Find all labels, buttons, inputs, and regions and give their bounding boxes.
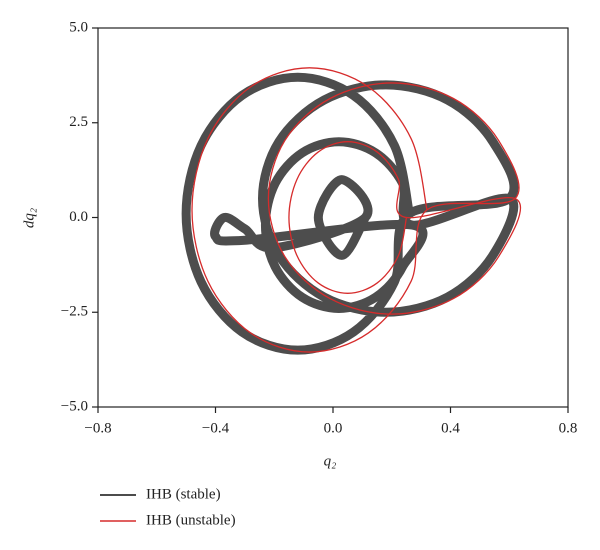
y-tick-label: 5.0 [69,19,88,35]
legend-label: IHB (stable) [146,486,221,502]
series-line [191,67,522,353]
x-tick-label: −0.4 [202,420,230,436]
y-tick-label: −2.5 [61,304,88,320]
y-tick-label: −5.0 [61,398,88,414]
x-tick-label: 0.4 [441,420,460,436]
legend-label: IHB (unstable) [146,512,236,528]
y-tick-label: 0.0 [69,209,88,225]
x-axis-label: q₂ [324,453,337,469]
y-axis-label: dq₂ [21,208,37,228]
x-tick-label: 0.0 [324,420,343,436]
x-tick-label: −0.8 [84,420,111,436]
series-line [181,72,519,355]
y-tick-label: 2.5 [69,114,88,130]
x-tick-label: 0.8 [559,420,578,436]
